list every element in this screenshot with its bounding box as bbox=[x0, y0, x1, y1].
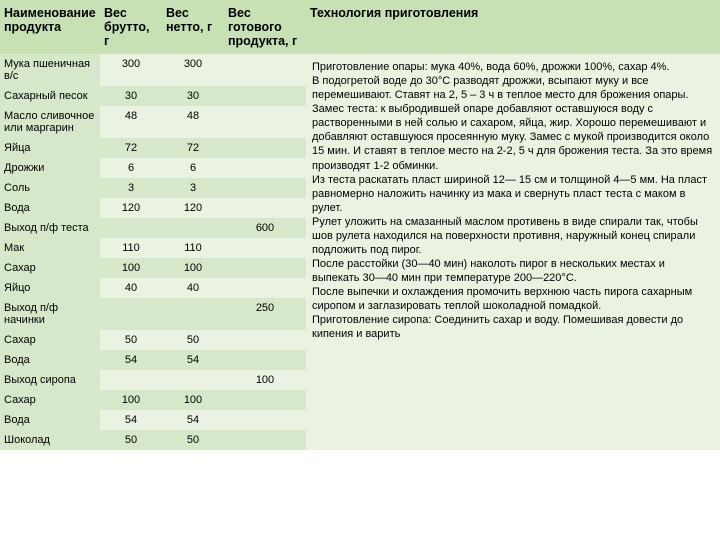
col-netto-header: Вес нетто, г bbox=[162, 0, 224, 54]
netto-cell: 120 bbox=[162, 198, 224, 218]
col-name-header: Наименование продукта bbox=[0, 0, 100, 54]
netto-cell: 54 bbox=[162, 350, 224, 370]
brutto-cell: 54 bbox=[100, 410, 162, 430]
brutto-cell: 120 bbox=[100, 198, 162, 218]
ready-cell bbox=[224, 390, 306, 410]
netto-cell: 72 bbox=[162, 138, 224, 158]
netto-cell: 300 bbox=[162, 54, 224, 86]
product-name: Дрожжи bbox=[0, 158, 100, 178]
netto-cell: 110 bbox=[162, 238, 224, 258]
netto-cell: 40 bbox=[162, 278, 224, 298]
brutto-cell: 50 bbox=[100, 430, 162, 450]
recipe-table: Наименование продукта Вес брутто, г Вес … bbox=[0, 0, 720, 450]
ready-cell bbox=[224, 350, 306, 370]
product-name: Соль bbox=[0, 178, 100, 198]
netto-cell: 50 bbox=[162, 430, 224, 450]
col-ready-header: Вес готового продукта, г bbox=[224, 0, 306, 54]
product-name: Яйцо bbox=[0, 278, 100, 298]
product-name: Выход сиропа bbox=[0, 370, 100, 390]
product-name: Сахар bbox=[0, 258, 100, 278]
netto-cell: 54 bbox=[162, 410, 224, 430]
product-name: Сахар bbox=[0, 330, 100, 350]
ready-cell bbox=[224, 330, 306, 350]
product-name: Вода bbox=[0, 410, 100, 430]
product-name: Выход п/ф начинки bbox=[0, 298, 100, 330]
brutto-cell: 30 bbox=[100, 86, 162, 106]
netto-cell bbox=[162, 218, 224, 238]
product-name: Сахарный песок bbox=[0, 86, 100, 106]
brutto-cell: 48 bbox=[100, 106, 162, 138]
ready-cell bbox=[224, 198, 306, 218]
ready-cell bbox=[224, 158, 306, 178]
netto-cell bbox=[162, 370, 224, 390]
technology-cell: Приготовление опары: мука 40%, вода 60%,… bbox=[306, 54, 720, 450]
product-name: Вода bbox=[0, 198, 100, 218]
ready-cell: 100 bbox=[224, 370, 306, 390]
brutto-cell: 54 bbox=[100, 350, 162, 370]
product-name: Масло сливочное или маргарин bbox=[0, 106, 100, 138]
ready-cell bbox=[224, 86, 306, 106]
brutto-cell: 40 bbox=[100, 278, 162, 298]
product-name: Мука пшеничная в/с bbox=[0, 54, 100, 86]
ready-cell bbox=[224, 410, 306, 430]
header-row: Наименование продукта Вес брутто, г Вес … bbox=[0, 0, 720, 54]
ready-cell bbox=[224, 278, 306, 298]
netto-cell: 100 bbox=[162, 258, 224, 278]
brutto-cell bbox=[100, 218, 162, 238]
product-name: Мак bbox=[0, 238, 100, 258]
product-name: Сахар bbox=[0, 390, 100, 410]
netto-cell: 30 bbox=[162, 86, 224, 106]
brutto-cell: 110 bbox=[100, 238, 162, 258]
product-name: Вода bbox=[0, 350, 100, 370]
brutto-cell bbox=[100, 370, 162, 390]
ready-cell bbox=[224, 106, 306, 138]
netto-cell: 100 bbox=[162, 390, 224, 410]
ready-cell bbox=[224, 238, 306, 258]
netto-cell bbox=[162, 298, 224, 330]
ready-cell: 250 bbox=[224, 298, 306, 330]
ready-cell bbox=[224, 430, 306, 450]
col-tech-header: Технология приготовления bbox=[306, 0, 720, 54]
ready-cell bbox=[224, 178, 306, 198]
brutto-cell: 50 bbox=[100, 330, 162, 350]
brutto-cell: 72 bbox=[100, 138, 162, 158]
product-name: Шоколад bbox=[0, 430, 100, 450]
brutto-cell: 100 bbox=[100, 258, 162, 278]
brutto-cell: 6 bbox=[100, 158, 162, 178]
brutto-cell: 300 bbox=[100, 54, 162, 86]
brutto-cell: 100 bbox=[100, 390, 162, 410]
netto-cell: 50 bbox=[162, 330, 224, 350]
product-name: Яйца bbox=[0, 138, 100, 158]
netto-cell: 3 bbox=[162, 178, 224, 198]
brutto-cell bbox=[100, 298, 162, 330]
ready-cell: 600 bbox=[224, 218, 306, 238]
product-name: Выход п/ф теста bbox=[0, 218, 100, 238]
col-brutto-header: Вес брутто, г bbox=[100, 0, 162, 54]
ready-cell bbox=[224, 138, 306, 158]
ready-cell bbox=[224, 258, 306, 278]
brutto-cell: 3 bbox=[100, 178, 162, 198]
table-row: Мука пшеничная в/с300300Приготовление оп… bbox=[0, 54, 720, 86]
netto-cell: 6 bbox=[162, 158, 224, 178]
netto-cell: 48 bbox=[162, 106, 224, 138]
ready-cell bbox=[224, 54, 306, 86]
